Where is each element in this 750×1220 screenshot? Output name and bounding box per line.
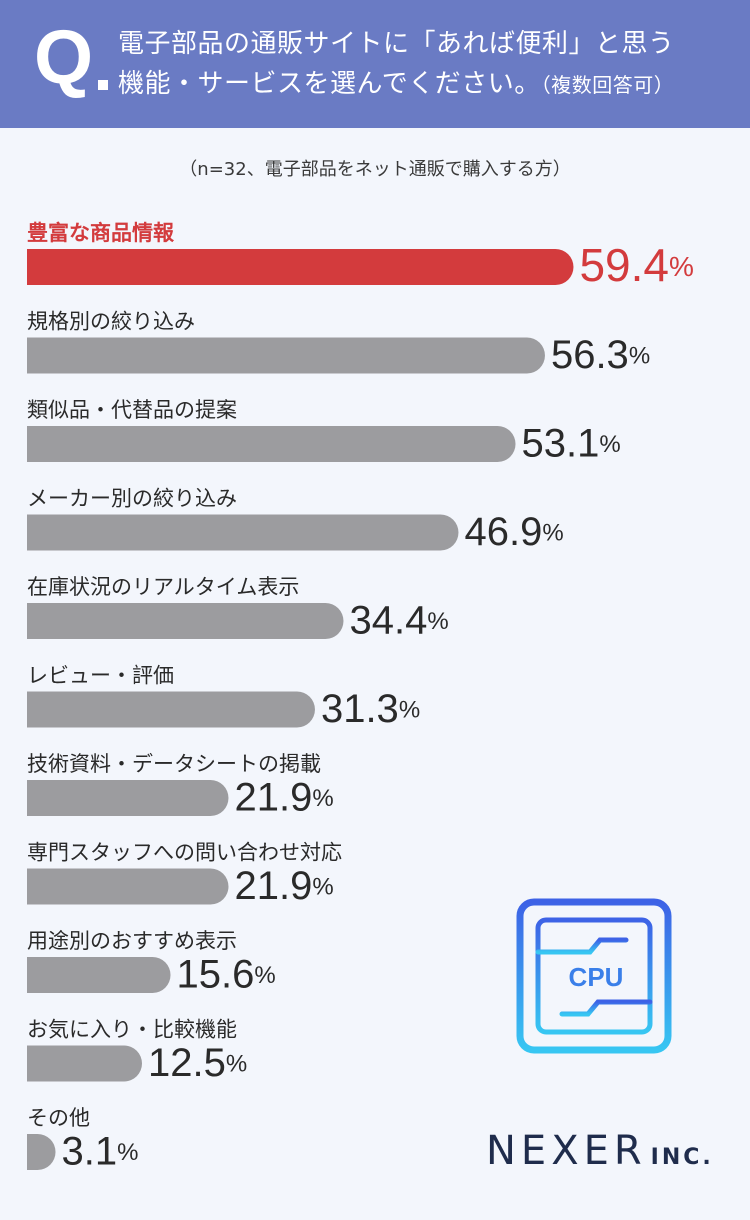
category-label: メーカー別の絞り込み [27,487,237,511]
value-unit: % [427,608,448,635]
bar [27,249,574,285]
value-unit: % [629,343,650,370]
value-unit: % [599,431,620,458]
cpu-chip-icon: CPU [499,883,689,1069]
bar [27,868,229,905]
bar [27,603,344,639]
question-text: 電子部品の通販サイトに「あれば便利」と思う 機能・サービスを選んでください。（複… [118,24,743,105]
value-label: 31.3% [321,687,420,731]
value-label: 53.1% [522,422,621,466]
bar [27,780,229,816]
category-label: 技術資料・データシートの掲載 [27,752,321,776]
value-unit: % [254,962,275,989]
value-unit: % [312,874,333,901]
cpu-pins-right [667,907,689,1033]
category-label: 在庫状況のリアルタイム表示 [27,575,299,599]
question-line-2-text: 機能・サービスを選んでください。 [118,69,541,99]
value-label: 3.1% [62,1130,139,1174]
cpu-pins-bottom [521,1047,667,1069]
category-label: 豊富な商品情報 [27,221,175,245]
category-label: 用途別のおすすめ表示 [27,929,237,953]
value-label: 46.9% [464,510,563,554]
question-line-1: 電子部品の通販サイトに「あれば便利」と思う [118,29,675,59]
bar [27,1045,142,1082]
value-label: 21.9% [234,776,333,820]
category-label: その他 [27,1106,90,1130]
bar [27,514,459,551]
cpu-inner-frame [535,917,653,1035]
cpu-trace-top [535,937,629,955]
bar [27,957,171,993]
value-label: 15.6% [177,953,276,997]
cpu-trace-bottom [559,999,653,1017]
logo-main: NEXER [486,1128,647,1174]
value-unit: % [312,785,333,812]
value-unit: % [399,697,420,724]
value-unit: % [117,1139,138,1166]
category-label: 専門スタッフへの問い合わせ対応 [27,841,342,865]
value-label: 56.3% [551,333,650,377]
question-header: Q 電子部品の通販サイトに「あれば便利」と思う 機能・サービスを選んでください。… [0,0,750,128]
category-label: レビュー・評価 [27,664,174,688]
cpu-outer-frame [516,898,672,1054]
logo-suffix: INC. [650,1145,714,1170]
value-unit: % [542,520,563,547]
q-mark: Q [34,15,94,100]
sample-note: （n=32、電子部品をネット通販で購入する方） [179,159,571,180]
value-label: 34.4% [349,599,448,643]
question-line-2: 機能・サービスを選んでください。（複数回答可） [118,64,743,105]
cpu-label: CPU [569,962,624,992]
value-label: 59.4% [579,239,693,291]
question-note: （複数回答可） [540,73,675,97]
bar [27,1134,56,1170]
bar [27,691,315,728]
category-label: お気に入り・比較機能 [27,1018,237,1042]
value-label: 12.5% [148,1041,247,1085]
cpu-pins-left [499,907,521,1033]
company-logo: NEXER INC. [486,1131,714,1171]
bar [27,337,545,374]
value-unit: % [669,251,694,282]
q-dot [98,80,108,90]
category-label: 類似品・代替品の提案 [27,398,237,422]
category-label: 規格別の絞り込み [27,310,195,334]
value-unit: % [226,1051,247,1078]
bar [27,426,516,462]
value-label: 21.9% [234,864,333,908]
